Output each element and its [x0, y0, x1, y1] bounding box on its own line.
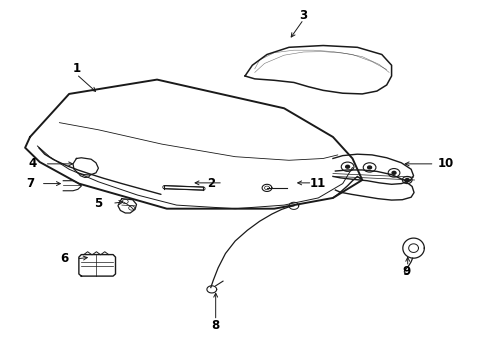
Circle shape — [392, 171, 396, 174]
Text: 4: 4 — [28, 157, 37, 170]
Text: 7: 7 — [26, 177, 34, 190]
Text: 11: 11 — [310, 177, 326, 190]
Circle shape — [345, 165, 349, 168]
Text: 1: 1 — [73, 62, 80, 75]
Circle shape — [368, 166, 371, 169]
Text: 3: 3 — [299, 9, 308, 22]
Text: 8: 8 — [212, 319, 220, 332]
Text: 5: 5 — [94, 197, 102, 210]
Text: 9: 9 — [402, 265, 410, 278]
Text: 10: 10 — [437, 157, 453, 170]
Text: 6: 6 — [60, 252, 68, 265]
Text: 2: 2 — [207, 177, 215, 190]
Circle shape — [405, 179, 409, 181]
